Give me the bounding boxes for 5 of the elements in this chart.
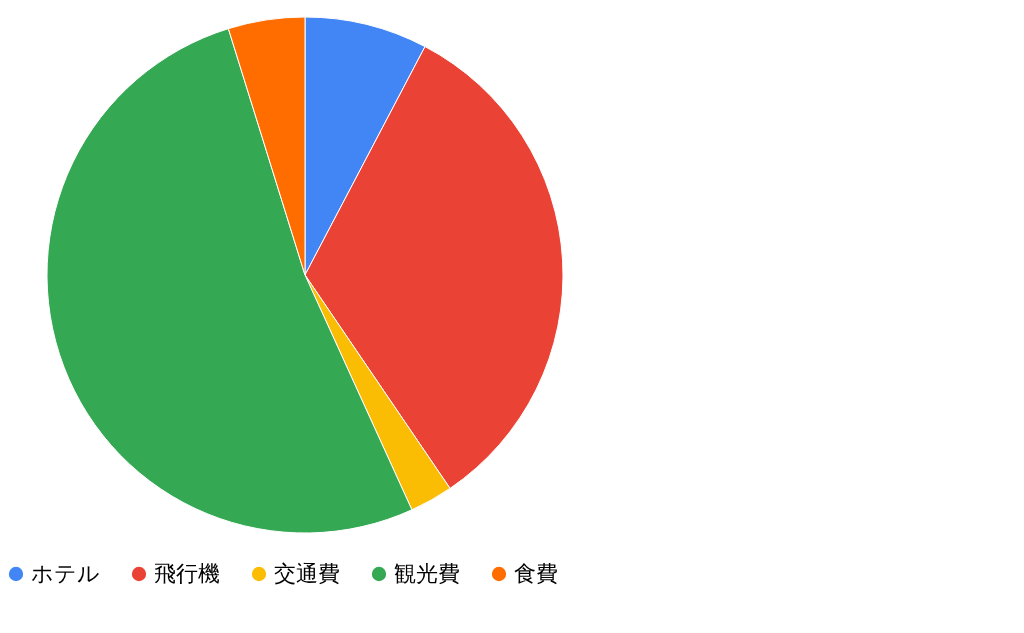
legend-label: ホテル	[31, 561, 100, 586]
legend-label: 観光費	[394, 561, 460, 586]
legend-label: 食費	[514, 561, 558, 586]
legend-label: 交通費	[274, 561, 340, 586]
legend-label: 飛行機	[154, 561, 220, 586]
